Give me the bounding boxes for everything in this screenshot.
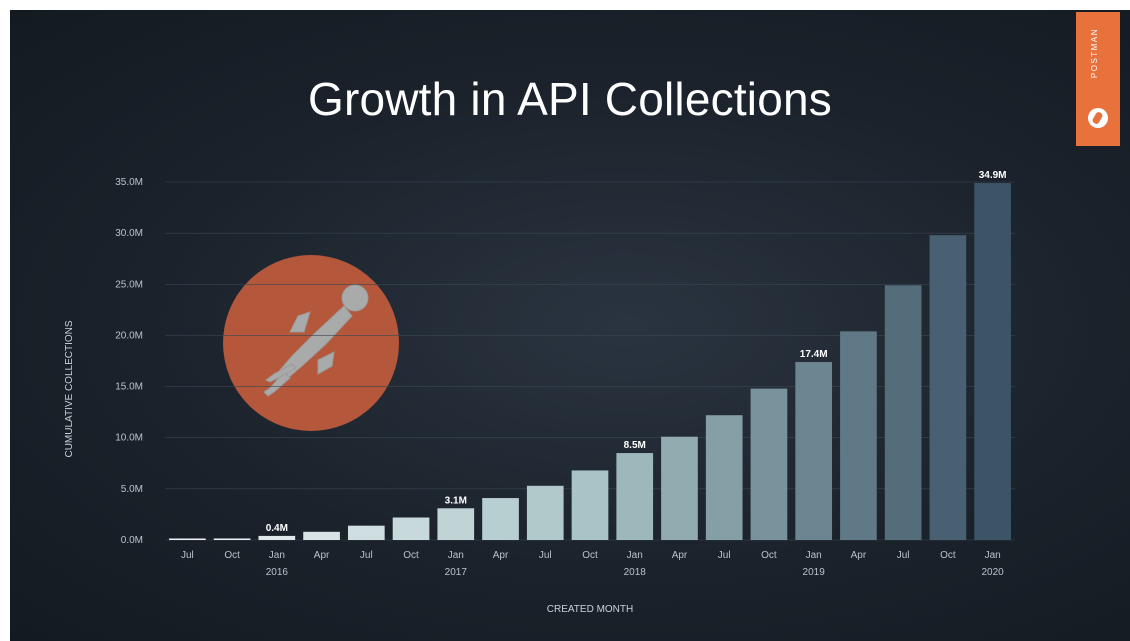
x-tick-year-label: 2019 — [803, 567, 826, 578]
bar — [437, 508, 475, 540]
bar — [526, 485, 564, 540]
x-tick-label: Jul — [897, 550, 910, 561]
y-axis-title: CUMULATIVE COLLECTIONS — [64, 320, 75, 457]
y-tick-label: 25.0M — [115, 279, 143, 290]
data-label: 3.1M — [445, 495, 467, 506]
x-tick-label: Apr — [851, 550, 867, 561]
x-tick-label: Apr — [314, 550, 330, 561]
bar — [482, 498, 519, 540]
x-tick-label: Oct — [403, 550, 419, 561]
x-tick-label: Jan — [448, 550, 464, 561]
data-labels: 0.4M 3.1M 8.5M 17.4M 34.9M — [266, 170, 1007, 534]
y-tick-label: 5.0M — [121, 484, 143, 495]
x-axis-ticks: Jul Oct Jan 2016 Apr Jul Oct Jan 2017 Apr Jul Oct Ja… — [181, 550, 1004, 578]
data-label: 8.5M — [624, 440, 646, 451]
bar — [661, 436, 698, 540]
x-tick-year-label: 2016 — [266, 567, 289, 578]
x-tick-label: Jan — [627, 550, 643, 561]
bars — [169, 183, 1011, 540]
bar-chart: 0.0M 5.0M 10.0M 15.0M 20.0M 25.0M 30.0M 35.0M 0… — [64, 170, 1015, 615]
x-tick-label: Apr — [672, 550, 688, 561]
x-axis-title: CREATED MONTH — [547, 604, 633, 615]
y-tick-label: 35.0M — [115, 177, 143, 188]
x-tick-label: Jul — [360, 550, 373, 561]
x-tick-label: Jul — [718, 550, 731, 561]
x-tick-label: Jan — [806, 550, 822, 561]
x-tick-label: Jul — [181, 550, 194, 561]
bar — [571, 470, 609, 540]
x-tick-label: Jan — [985, 550, 1001, 561]
bar — [974, 183, 1011, 540]
bar — [303, 531, 340, 540]
data-label: 17.4M — [800, 349, 828, 360]
bar — [929, 235, 967, 540]
y-tick-label: 30.0M — [115, 228, 143, 239]
x-tick-label: Oct — [761, 550, 777, 561]
bar — [705, 415, 743, 540]
postman-rocket-astronaut-icon — [223, 255, 399, 431]
bar — [392, 517, 430, 540]
x-tick-label: Oct — [582, 550, 598, 561]
x-tick-year-label: 2020 — [982, 567, 1005, 578]
bar — [169, 538, 206, 540]
y-tick-label: 0.0M — [121, 535, 143, 546]
bar — [795, 362, 833, 540]
brand-tab: POSTMAN — [1076, 12, 1120, 146]
x-tick-year-label: 2018 — [624, 567, 647, 578]
bar — [616, 453, 654, 540]
x-tick-label: Oct — [224, 550, 240, 561]
x-tick-label: Apr — [493, 550, 509, 561]
bar — [347, 525, 385, 540]
bar — [750, 388, 788, 540]
data-label: 0.4M — [266, 523, 288, 534]
x-tick-label: Jan — [269, 550, 285, 561]
x-tick-label: Oct — [940, 550, 956, 561]
bar — [840, 331, 877, 540]
bar — [884, 285, 922, 540]
x-tick-year-label: 2017 — [445, 567, 468, 578]
x-tick-label: Jul — [539, 550, 552, 561]
bar — [258, 535, 296, 540]
y-tick-label: 15.0M — [115, 382, 143, 393]
y-tick-label: 10.0M — [115, 433, 143, 444]
data-label: 34.9M — [979, 170, 1007, 181]
y-axis-ticks: 0.0M 5.0M 10.0M 15.0M 20.0M 25.0M 30.0M 35.0M — [115, 177, 143, 546]
slide: Growth in API Collections POSTMAN 0.0M 5.… — [10, 10, 1130, 641]
postman-logo-icon — [1088, 108, 1108, 128]
y-tick-label: 20.0M — [115, 330, 143, 341]
chart-title: Growth in API Collections — [307, 73, 832, 125]
bar — [213, 538, 251, 540]
